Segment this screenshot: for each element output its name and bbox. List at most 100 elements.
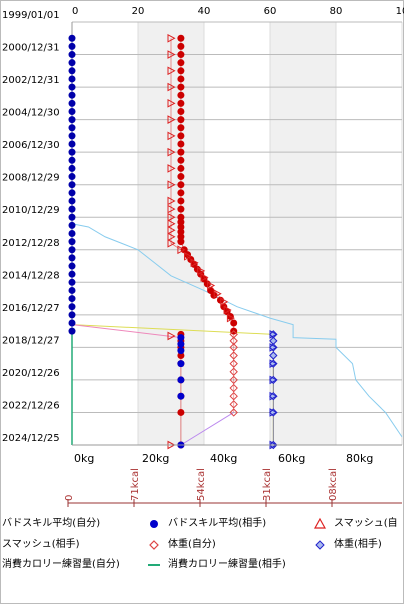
x-top-tick-label: 60 [264,6,277,17]
data-point [229,400,238,409]
data-point [68,197,76,205]
legend-row-1: バドスキル平均(自分) バドスキル平均(相手) スマッシュ(自 [0,515,404,533]
x-bottom-tick-label: 60kg [278,452,305,465]
data-point [68,156,76,164]
data-point [167,147,176,157]
data-point [229,375,238,385]
data-point [68,67,76,75]
shaded-band [270,22,336,445]
y-tick-label: 2024/12/25 [2,433,60,444]
data-point [68,303,76,311]
data-point [177,392,185,400]
data-point [269,359,278,368]
x-top-tick-label: 20 [132,6,145,17]
data-point [177,189,185,197]
data-point [223,305,232,315]
data-point [177,205,185,213]
y-tick-label: 2014/12/28 [2,270,60,281]
y-tick-label: 2022/12/26 [2,400,60,411]
data-point [68,270,76,278]
data-point [68,132,76,140]
data-point [177,75,185,83]
data-point [229,367,238,376]
x-bottom-tick-label: 20kg [142,452,169,465]
data-point [177,107,185,115]
legend-label: バドスキル平均(自分) [2,518,101,529]
data-point [229,391,238,401]
kcal-tick-label: 54kcal [196,468,207,501]
data-point [177,347,185,355]
dot-marker-icon [146,515,162,533]
data-point [68,148,76,156]
legend-label: 体重(相手) [334,539,382,550]
data-point [177,42,185,50]
data-point [177,156,185,164]
x-bottom-tick-label: 80kg [346,452,373,465]
data-point [230,319,238,327]
data-point [68,230,76,237]
data-point [68,327,76,335]
data-point [68,91,76,99]
diamond-open-marker-icon [146,536,162,554]
data-point [68,262,76,270]
data-point [68,173,76,181]
legend-row-2: スマッシュ(相手) 体重(自分) 体重(相手) [0,536,404,554]
data-point [68,286,76,294]
data-point [190,258,199,268]
data-point [68,278,76,286]
kcal-tick-label: 0 [64,495,75,501]
cross-line [71,324,181,339]
x-bottom-tick-label: 40kg [210,452,237,465]
data-point [229,351,238,360]
x-top-tick-label: 80 [330,6,343,17]
data-point [167,164,176,173]
data-point [269,359,278,368]
data-point [177,233,185,241]
data-point [177,67,185,75]
x-bottom-tick-label: 0kg [74,452,94,465]
data-point [167,66,176,76]
data-point [177,173,185,181]
data-point [68,319,76,327]
data-point [177,334,185,342]
data-point [68,213,76,221]
data-point [167,331,176,341]
data-point [167,225,176,235]
legend-label: 消費カロリー練習量(自分) [2,559,120,570]
data-point [167,232,176,242]
legend-label: スマッシュ(相手) [2,539,80,550]
data-point [167,115,176,124]
y-tick-label: 2012/12/28 [2,238,60,249]
data-point [167,180,176,190]
data-point [68,295,76,303]
data-point [177,340,185,348]
y-tick-label: 2016/12/27 [2,303,60,314]
data-point [167,219,176,229]
cross-line [71,324,274,335]
legend-label: 消費カロリー練習量(相手) [168,559,286,570]
line-marker-icon [146,556,162,574]
data-point [177,228,185,236]
cross-line [180,412,234,446]
data-point [177,91,185,99]
y-tick-label: 2010/12/29 [2,205,60,216]
data-point [68,238,76,246]
data-point [229,408,238,417]
data-point [177,99,185,107]
y-tick-label: 2020/12/26 [2,368,60,379]
legend-label: スマッシュ(自 [334,518,398,529]
x-top-tick-label: 10 [396,6,404,17]
calorie-line [71,223,403,438]
data-point [177,197,185,205]
triangle-marker-icon [312,515,328,533]
data-point [68,140,76,148]
data-point [177,408,185,416]
y-tick-label: 2002/12/31 [2,75,60,86]
y-tick-label: 2000/12/31 [2,43,60,54]
data-point [167,82,176,92]
data-point [200,273,209,282]
data-point [177,360,185,368]
data-point [229,359,238,368]
y-tick-label: 2006/12/30 [2,140,60,151]
data-point [68,124,76,132]
